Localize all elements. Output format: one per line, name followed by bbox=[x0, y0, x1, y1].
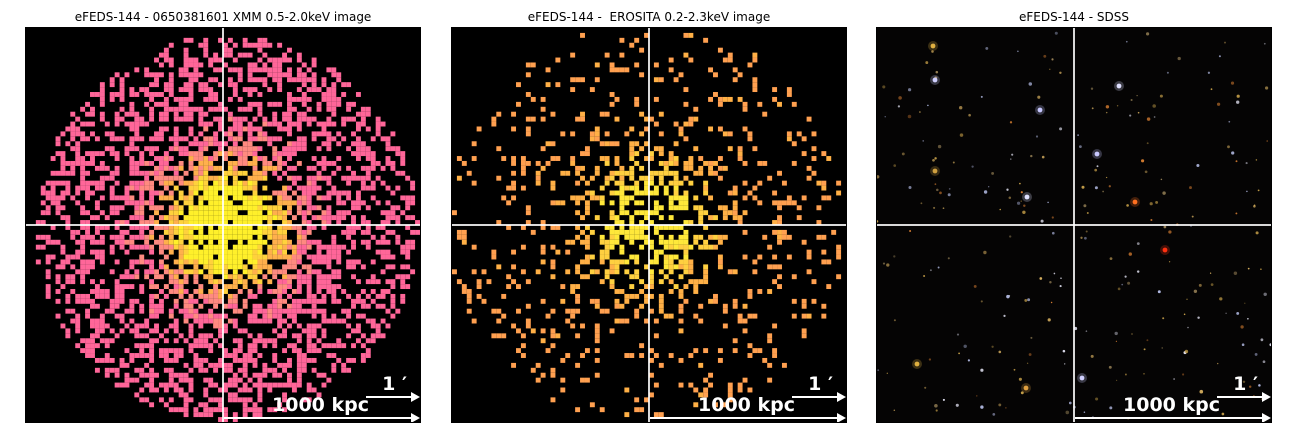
crosshair-horizontal bbox=[877, 224, 1271, 226]
right-arrow-icon bbox=[837, 413, 846, 422]
scale-distance-label: 1000 kpc bbox=[272, 394, 369, 416]
scale-arrow-angle bbox=[366, 392, 420, 402]
scale-angle-label: 1 ′ bbox=[1233, 373, 1258, 395]
right-arrow-icon bbox=[1262, 392, 1271, 402]
panel-title: eFEDS-144 - 0650381601 XMM 0.5-2.0keV im… bbox=[74, 10, 372, 24]
scale-arrow-angle bbox=[1217, 392, 1271, 402]
panel-sdss: eFEDS-144 - SDSS 1 ′ 1000 kpc bbox=[876, 0, 1272, 432]
scale-arrow-distance bbox=[1075, 413, 1271, 422]
scale-arrow-angle bbox=[792, 392, 846, 402]
panel-xmm: eFEDS-144 - 0650381601 XMM 0.5-2.0keV im… bbox=[25, 0, 421, 432]
optical-image-sdss bbox=[877, 31, 1271, 420]
right-arrow-icon bbox=[411, 392, 420, 402]
right-arrow-icon bbox=[411, 413, 420, 422]
scale-arrow-distance bbox=[224, 413, 420, 422]
xray-image-xmm bbox=[35, 37, 420, 422]
panel-erosita: eFEDS-144 - EROSITA 0.2-2.3keV image 1 ′… bbox=[451, 0, 847, 432]
image-frame[interactable]: 1 ′ 1000 kpc bbox=[25, 27, 421, 423]
scale-distance-label: 1000 kpc bbox=[698, 394, 795, 416]
panel-title: eFEDS-144 - EROSITA 0.2-2.3keV image bbox=[527, 10, 771, 24]
xray-image-erosita bbox=[452, 32, 842, 418]
panel-title: eFEDS-144 - SDSS bbox=[1018, 10, 1129, 24]
scale-distance-label: 1000 kpc bbox=[1123, 394, 1220, 416]
scale-arrow-distance bbox=[650, 413, 846, 422]
image-frame[interactable]: 1 ′ 1000 kpc bbox=[451, 27, 847, 423]
right-arrow-icon bbox=[837, 392, 846, 402]
scale-angle-label: 1 ′ bbox=[808, 373, 833, 395]
crosshair-horizontal bbox=[452, 224, 846, 226]
crosshair-horizontal bbox=[26, 224, 420, 226]
right-arrow-icon bbox=[1262, 413, 1271, 422]
scale-angle-label: 1 ′ bbox=[382, 373, 407, 395]
image-frame[interactable]: 1 ′ 1000 kpc bbox=[876, 27, 1272, 423]
